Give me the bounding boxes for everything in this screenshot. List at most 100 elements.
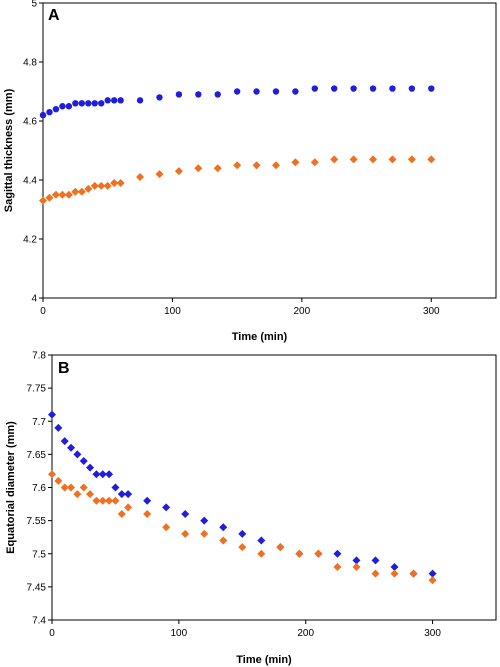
y-tick-label: 7.65 [27, 450, 47, 461]
data-point [136, 173, 145, 182]
x-tick-label: 300 [423, 306, 440, 317]
data-point [64, 190, 73, 199]
data-point [371, 569, 380, 578]
data-point [388, 155, 397, 164]
x-axis-title: Time (min) [236, 654, 292, 666]
data-point [105, 496, 114, 505]
data-point [143, 510, 152, 518]
data-point [45, 193, 54, 202]
data-point [52, 106, 60, 113]
x-tick-label: 200 [294, 306, 311, 317]
y-tick-label: 4 [31, 294, 37, 305]
data-point [86, 490, 95, 499]
y-tick-label: 7.6 [32, 483, 46, 494]
data-point [213, 164, 222, 173]
data-point [276, 543, 285, 552]
data-point [390, 563, 399, 571]
data-point [350, 85, 357, 92]
data-point [292, 88, 299, 95]
x-tick-label: 100 [164, 306, 181, 317]
chart-panel-b: B 7.4 7.45 7.5 7.55 7.6 7.65 7.7 7.75 7.8 0 100 200 3… [5, 351, 497, 666]
data-point [67, 483, 76, 492]
data-point [90, 181, 99, 190]
data-point [103, 181, 112, 190]
data-point [155, 170, 164, 179]
data-point [295, 549, 304, 558]
data-point [92, 470, 101, 479]
y-tick-label: 4.8 [23, 58, 37, 69]
data-point [390, 569, 399, 578]
data-point [46, 108, 53, 116]
panel-label: B [58, 360, 70, 377]
data-point [98, 100, 105, 107]
panel-label: A [48, 7, 60, 24]
y-tick-label: 7.4 [32, 616, 46, 627]
data-point [54, 476, 63, 485]
data-point [200, 516, 209, 525]
data-point [271, 161, 280, 170]
y-tick-label: 7.45 [27, 582, 47, 593]
data-point [428, 569, 437, 578]
data-point [371, 556, 380, 565]
data-point [389, 85, 396, 92]
data-point [330, 155, 339, 164]
data-point [39, 196, 47, 205]
x-axis-title: Time (min) [232, 331, 288, 343]
data-point [175, 91, 183, 98]
data-point [117, 97, 124, 104]
data-point [311, 85, 318, 92]
x-tick-label: 0 [49, 628, 55, 639]
data-point [79, 483, 88, 492]
y-tick-label: 4.2 [23, 235, 37, 246]
data-point [427, 155, 436, 164]
data-point [91, 100, 98, 107]
data-point [77, 187, 86, 196]
data-point [105, 470, 114, 479]
data-point [162, 523, 171, 532]
y-tick-label: 4.4 [23, 176, 37, 187]
data-point [272, 88, 280, 95]
data-point [60, 437, 69, 446]
data-point [156, 94, 163, 101]
y-tick-label: 4.6 [23, 117, 37, 128]
y-tick-label: 7.75 [27, 384, 47, 395]
x-tick-label: 100 [171, 628, 188, 639]
data-point [136, 97, 144, 104]
data-point [72, 100, 79, 107]
data-point [124, 503, 133, 512]
data-point [104, 97, 111, 104]
data-point [54, 423, 63, 432]
data-point [333, 563, 342, 571]
data-point [195, 91, 202, 98]
data-point [333, 549, 342, 558]
series-2 [48, 470, 437, 585]
data-point [349, 155, 358, 164]
data-point [233, 161, 242, 170]
data-point [352, 556, 361, 565]
y-tick-label: 5 [31, 0, 37, 10]
data-point [314, 549, 323, 558]
data-point [85, 100, 92, 107]
data-point [73, 450, 82, 459]
data-point [214, 91, 221, 98]
data-point [407, 155, 416, 164]
data-point [369, 85, 377, 92]
data-point [78, 100, 86, 107]
data-point [48, 470, 56, 479]
x-tick-label: 0 [40, 306, 46, 317]
data-point [181, 510, 190, 518]
data-point [238, 529, 247, 538]
data-point [428, 85, 435, 92]
data-point [116, 178, 125, 187]
data-point [174, 167, 183, 176]
data-point [98, 470, 107, 479]
x-tick-label: 200 [297, 628, 314, 639]
data-point [369, 155, 378, 164]
y-axis-title: Sagittal thickness (mm) [3, 88, 15, 212]
data-point [252, 161, 261, 170]
data-point [111, 483, 120, 492]
data-point [291, 158, 300, 167]
data-point [67, 443, 76, 452]
data-point [117, 510, 126, 518]
